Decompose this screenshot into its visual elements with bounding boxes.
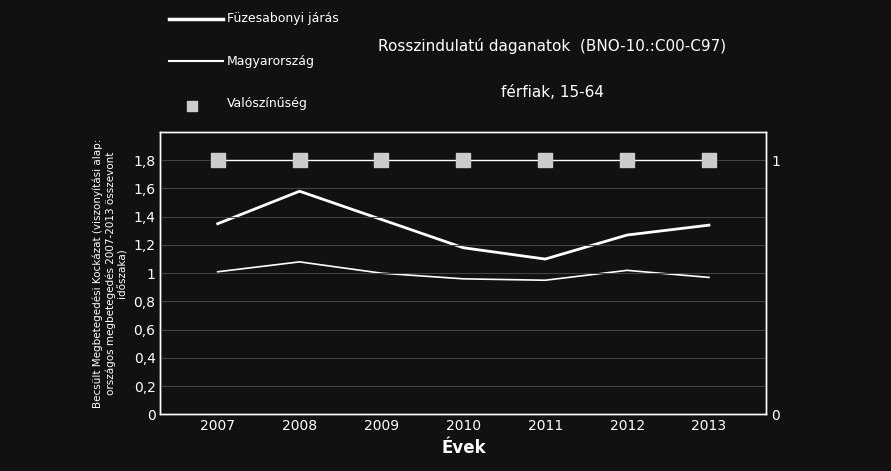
Point	[702, 156, 716, 164]
Text: Valószínűség: Valószínűség	[227, 97, 308, 110]
Point	[620, 156, 634, 164]
Text: Füzesabonyi járás: Füzesabonyi járás	[227, 12, 339, 25]
Text: Rosszindulatú daganatok  (BNO-10.:C00-C97): Rosszindulatú daganatok (BNO-10.:C00-C97…	[379, 38, 726, 54]
Point	[292, 156, 307, 164]
Point	[538, 156, 552, 164]
Point	[347, 16, 361, 24]
Point	[456, 156, 470, 164]
Point	[210, 156, 225, 164]
Text: férfiak, 15-64: férfiak, 15-64	[501, 85, 604, 100]
Text: Magyarország: Magyarország	[227, 55, 315, 68]
Point	[374, 156, 388, 164]
Y-axis label: Becsült Megbetegedési Kockázat (viszonyítási alap:
országos megbetegedés 2007-20: Becsült Megbetegedési Kockázat (viszonyí…	[93, 138, 127, 408]
X-axis label: Évek: Évek	[441, 439, 486, 457]
